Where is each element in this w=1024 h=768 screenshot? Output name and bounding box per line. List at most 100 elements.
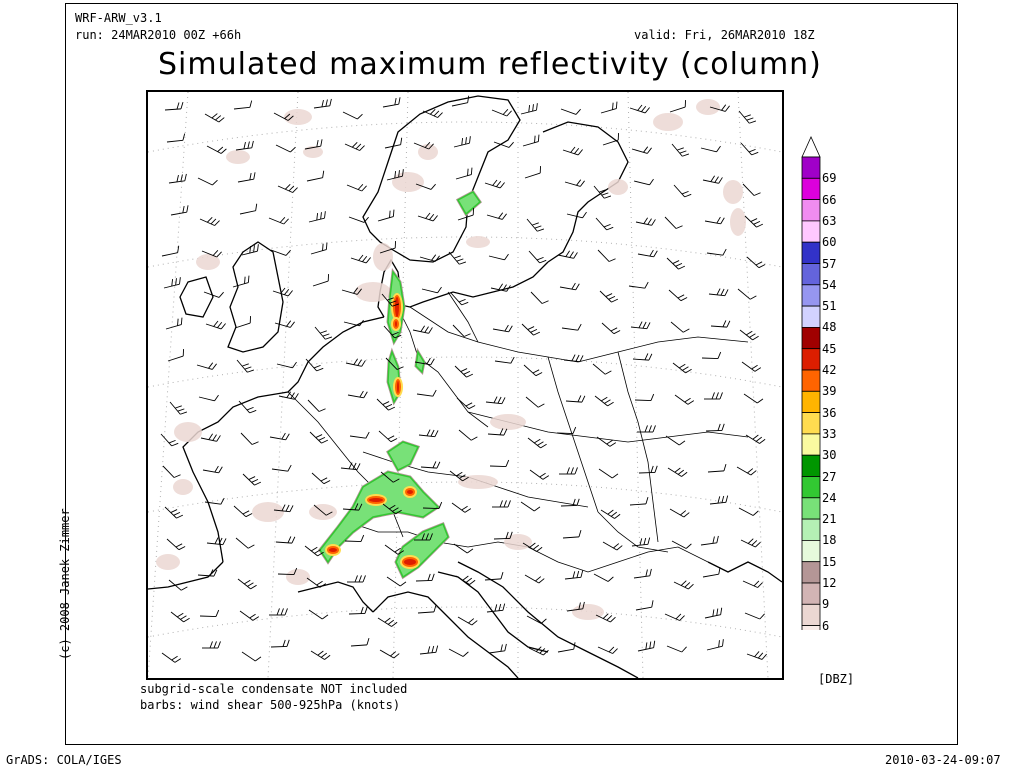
wind-barb xyxy=(484,572,504,581)
wind-barb xyxy=(740,142,759,156)
light-echo xyxy=(286,569,310,585)
colorbar-swatch xyxy=(801,305,821,328)
wind-barb xyxy=(598,468,619,479)
wind-barb xyxy=(664,216,683,229)
wind-barb xyxy=(167,349,185,362)
wind-barb xyxy=(199,609,220,618)
wind-barb xyxy=(343,319,364,327)
wind-barb xyxy=(350,638,370,647)
wind-barb xyxy=(487,428,508,436)
coastline xyxy=(179,276,214,318)
wind-barb xyxy=(452,324,471,337)
wind-barb xyxy=(525,396,545,408)
wind-barb xyxy=(383,325,402,339)
colorbar-level-label: 45 xyxy=(822,341,837,356)
wind-barb xyxy=(421,286,442,294)
wind-barb xyxy=(386,169,404,181)
wind-barb xyxy=(378,430,398,443)
light-echo xyxy=(418,144,438,160)
wind-barb xyxy=(306,170,325,182)
wind-barb xyxy=(742,580,763,588)
wind-barb xyxy=(196,362,217,370)
wind-barb xyxy=(271,464,292,472)
wind-barb xyxy=(528,250,547,264)
colorbar-level-label: 69 xyxy=(822,171,837,186)
wind-barb xyxy=(419,254,440,262)
wind-barb xyxy=(593,185,612,199)
wind-barb xyxy=(377,617,398,627)
wind-barb xyxy=(275,144,296,153)
wind-barb xyxy=(455,167,473,180)
wind-barb xyxy=(710,320,731,328)
wind-barb xyxy=(491,109,512,117)
wind-barb xyxy=(161,652,182,663)
wind-barb xyxy=(240,432,259,445)
wind-barb xyxy=(458,429,478,441)
wind-barb xyxy=(238,400,257,414)
colorbar-level-label: 39 xyxy=(822,384,837,399)
wind-barb xyxy=(706,639,724,651)
colorbar-swatch xyxy=(801,241,821,264)
wind-barb xyxy=(350,254,371,264)
colorbar-level-label: 6 xyxy=(822,618,830,633)
wind-barb xyxy=(739,329,759,341)
colorbar-level-label: 63 xyxy=(822,213,837,228)
light-echo xyxy=(303,146,323,158)
wind-barb xyxy=(314,326,333,340)
echo-green xyxy=(456,191,482,216)
colorbar-swatch xyxy=(801,476,821,499)
wind-barb xyxy=(633,568,652,579)
colorbar-swatch xyxy=(801,177,821,200)
wind-barb xyxy=(673,580,694,590)
wind-barb xyxy=(276,361,297,369)
echo-red xyxy=(407,490,413,494)
wind-barb xyxy=(741,361,762,372)
wind-barb xyxy=(563,354,584,363)
light-echo xyxy=(723,180,743,204)
graticule-line xyxy=(627,92,644,678)
light-echo xyxy=(284,109,312,125)
wind-barb xyxy=(273,504,294,513)
wind-barb xyxy=(233,100,253,110)
model-label: WRF-ARW_v3.1 xyxy=(75,11,162,25)
colorbar-swatch xyxy=(801,156,821,179)
wind-barb xyxy=(272,287,293,297)
wind-barb xyxy=(455,575,476,585)
coastline xyxy=(182,391,289,563)
wind-barb xyxy=(453,136,471,148)
colorbar-swatch xyxy=(801,326,821,350)
wind-barb xyxy=(635,600,654,611)
light-echo xyxy=(490,414,526,430)
wind-barb xyxy=(239,203,258,215)
wind-barb xyxy=(305,358,324,372)
wind-barb xyxy=(593,573,614,582)
wind-barb xyxy=(313,504,333,516)
wind-barb xyxy=(602,133,620,146)
wind-barb xyxy=(385,357,404,370)
wind-barb xyxy=(342,503,363,511)
wind-barb xyxy=(666,257,686,270)
colorbar-swatch xyxy=(801,369,821,392)
wind-barb xyxy=(307,399,326,412)
coastline xyxy=(457,561,639,678)
wind-barb xyxy=(561,323,582,331)
wind-barb xyxy=(637,249,658,258)
light-echo xyxy=(173,479,193,495)
echo-green xyxy=(387,441,420,471)
wind-barb xyxy=(376,398,396,411)
wind-barb xyxy=(704,607,723,619)
colorbar-level-label: 27 xyxy=(822,469,837,484)
wind-barb xyxy=(528,646,549,656)
wind-barb xyxy=(666,645,687,653)
country-border xyxy=(395,303,489,428)
wind-barb xyxy=(702,567,721,578)
light-echo xyxy=(373,243,393,271)
wind-barb xyxy=(197,569,218,577)
wind-barb xyxy=(345,358,366,367)
wind-barb xyxy=(348,606,368,615)
wind-barb xyxy=(704,392,723,400)
colorbar-level-label: 9 xyxy=(822,597,830,612)
wind-barb xyxy=(310,242,328,255)
wind-barb xyxy=(198,394,219,402)
wind-barb xyxy=(670,321,690,333)
